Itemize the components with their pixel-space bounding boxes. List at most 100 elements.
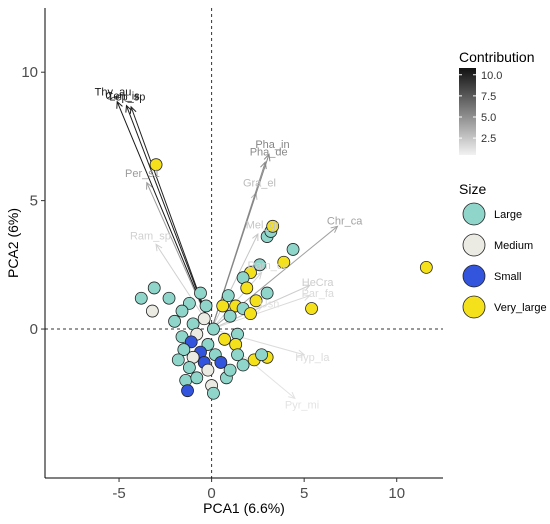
data-point: [305, 302, 318, 315]
data-point: [182, 296, 196, 310]
loading-arrowhead: [302, 284, 311, 292]
loading-label: HeCra: [302, 277, 335, 289]
x-tick-label: 10: [388, 485, 405, 502]
loading-arrowhead: [155, 243, 163, 252]
y-axis-label: PCA2 (6%): [5, 208, 21, 278]
loading-label: Mel_gr: [246, 219, 280, 231]
loading-label: Par_fa: [302, 288, 335, 300]
data-point: [223, 363, 237, 377]
data-point: [201, 363, 215, 377]
loading-arrowhead: [260, 161, 267, 170]
data-point: [181, 384, 194, 398]
axes: PCA1 (6.6%) PCA2 (6%) -5 0 5 10 0 5 10: [5, 8, 443, 516]
data-point: [216, 299, 230, 313]
data-point: [168, 314, 181, 328]
data-point: [286, 243, 300, 256]
data-points: [134, 158, 433, 400]
loading-label: Pha_de: [250, 147, 288, 159]
loading-label: Lep_sp: [109, 92, 145, 104]
colorbar-label: 2.5: [481, 133, 496, 145]
loading-arrowhead: [146, 181, 153, 190]
plot-background: [45, 8, 443, 478]
data-point: [244, 307, 257, 321]
data-point: [175, 304, 189, 318]
size-legend-key: [462, 233, 486, 257]
data-point: [134, 291, 148, 305]
loading-arrowhead: [330, 225, 339, 233]
loading-arrowhead: [125, 104, 132, 113]
data-point: [184, 335, 198, 349]
y-tick-label: 10: [21, 64, 38, 81]
size-legend-key: [462, 202, 486, 226]
loading-arrowhead: [252, 232, 259, 242]
data-point: [236, 358, 250, 372]
loading-label: Pha_in: [255, 139, 289, 151]
loading-label: Cen_is: [105, 90, 140, 102]
data-point: [197, 312, 211, 326]
x-tick-label: -5: [112, 485, 125, 502]
data-point: [419, 260, 433, 274]
data-point: [221, 289, 235, 303]
data-point: [231, 348, 244, 362]
colorbar-label: 5.0: [481, 112, 496, 124]
colorbar-label: 10.0: [481, 70, 502, 82]
x-tick-label: 0: [207, 485, 215, 502]
x-axis-label: PCA1 (6.6%): [203, 500, 285, 516]
plot-panel: Pyr_mi Usn Hyp_la Par_fa Ram_sp Ram_ce HeCra Me…: [45, 8, 443, 478]
data-point: [199, 299, 213, 313]
loading-arrowhead: [297, 349, 306, 357]
loading-arrowhead: [254, 271, 263, 280]
size-legend-label: Large: [494, 209, 522, 221]
loading-arrow: [211, 233, 259, 330]
loading-label: Thy_au: [95, 87, 132, 99]
size-legend-title: Size: [459, 181, 486, 197]
size-legend-label: Small: [494, 271, 522, 283]
loading-arrowhead: [287, 391, 296, 400]
loading-label: Chr_ca: [327, 215, 363, 227]
data-point: [223, 309, 237, 323]
data-point: [266, 219, 280, 233]
data-point: [240, 281, 254, 295]
size-legend-key: [462, 264, 486, 288]
data-point: [260, 286, 274, 300]
data-point: [162, 291, 176, 305]
loading-label: Pyr_mi: [285, 399, 319, 411]
contribution-legend-title: Contribution: [459, 49, 535, 65]
legends: Contribution Size 10.0 7.5 5.0 2.5 Large Medi…: [459, 49, 547, 319]
y-tick-label: 5: [30, 193, 38, 210]
size-legend-key: [462, 295, 486, 319]
data-point: [277, 255, 291, 269]
data-point: [171, 353, 185, 367]
size-legend-label: Medium: [494, 240, 533, 252]
x-tick-label: 5: [300, 485, 308, 502]
loading-arrowhead: [302, 294, 311, 301]
data-point: [190, 371, 204, 385]
data-point: [207, 322, 220, 336]
loading-arrowhead: [129, 105, 137, 114]
loading-arrowhead: [263, 153, 271, 162]
loading-labels: Pyr_mi Usn Hyp_la Par_fa Ram_sp Ram_ce HeCra Me…: [95, 87, 364, 412]
loading-label: Gra_el: [243, 177, 276, 189]
data-point: [253, 258, 267, 272]
data-point: [194, 286, 207, 300]
colorbar-label: 7.5: [481, 91, 496, 103]
loading-label: Ram_ce: [248, 260, 289, 272]
y-tick-label: 0: [30, 321, 38, 338]
data-point: [149, 158, 163, 172]
loading-arrow: [211, 328, 305, 356]
data-point: [177, 343, 191, 356]
data-point: [249, 294, 263, 308]
data-point: [182, 361, 196, 374]
loading-arrowhead: [116, 100, 123, 109]
loading-label: Hyp_la: [295, 352, 330, 364]
data-point: [255, 348, 268, 362]
loading-label: Ram_sp: [130, 231, 171, 243]
size-legend-label: Very_large: [494, 302, 547, 314]
data-point: [207, 386, 220, 400]
contribution-colorbar: [459, 68, 476, 155]
data-point: [201, 338, 215, 351]
loading-arrow: [211, 295, 310, 330]
data-point: [218, 332, 231, 346]
